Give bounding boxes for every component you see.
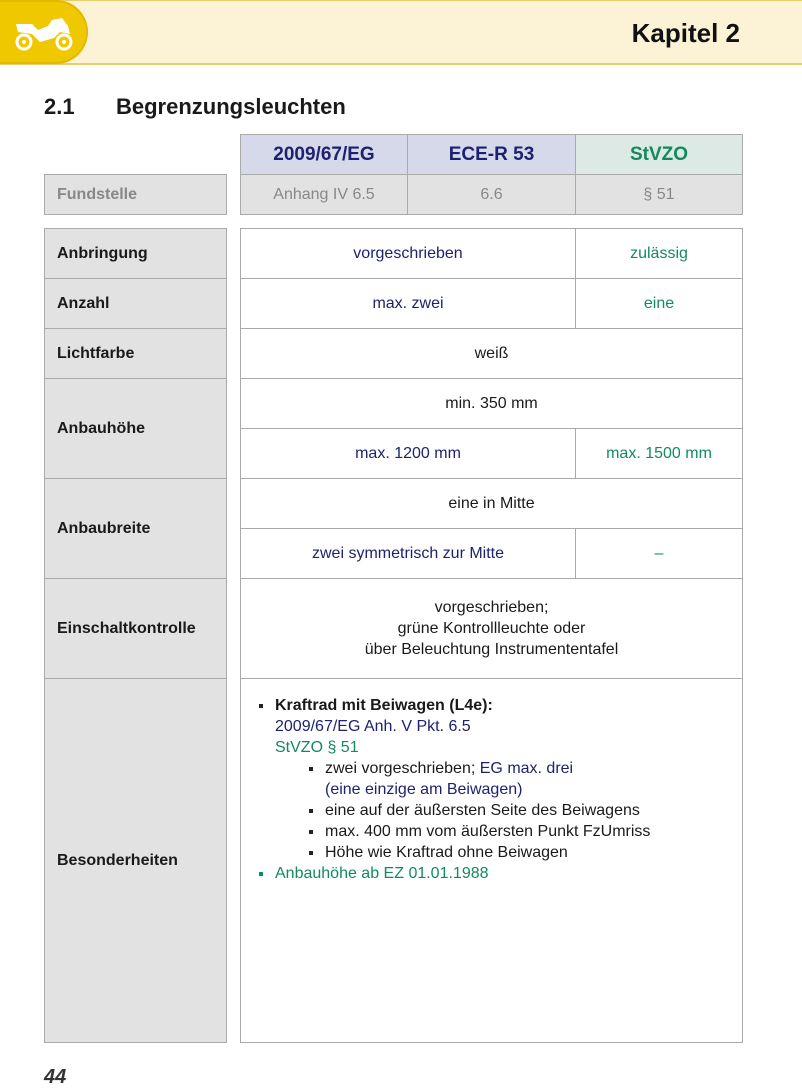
column-header-stvzo: StVZO xyxy=(575,134,743,175)
lichtfarbe-value: weiß xyxy=(240,328,743,379)
einschaltkontrolle-value: vorgeschrieben; grüne Kontrollleuchte od… xyxy=(240,578,743,679)
anbringung-stvzo: zulässig xyxy=(575,228,743,279)
section-title: 2.1 Begrenzungsleuchten xyxy=(44,94,346,120)
motorcycle-icon xyxy=(15,18,73,51)
text-eu: (eine einzige am Beiwagen) xyxy=(325,781,523,798)
text: zwei vorgeschrieben; xyxy=(325,760,480,777)
anbaubreite-all: eine in Mitte xyxy=(240,478,743,529)
anbaubreite-eu: zwei symmetrisch zur Mitte xyxy=(240,528,576,579)
column-header-ece: ECE-R 53 xyxy=(407,134,576,175)
fundstelle-ece: 6.6 xyxy=(407,174,576,215)
fundstelle-stvzo: § 51 xyxy=(575,174,743,215)
label-anbauhoehe: Anbauhöhe xyxy=(44,378,227,479)
list-item: zwei vorgeschrieben; EG max. drei xyxy=(259,758,742,779)
anbauhoehe-eu: max. 1200 mm xyxy=(240,428,576,479)
anzahl-eu: max. zwei xyxy=(240,278,576,329)
list-item: max. 400 mm vom äußersten Punkt FzUmriss xyxy=(259,821,742,842)
label-einschaltkontrolle: Einschaltkontrolle xyxy=(44,578,227,679)
column-header-eg: 2009/67/EG xyxy=(240,134,408,175)
section-number: 2.1 xyxy=(44,94,75,119)
text-line: vorgeschrieben; xyxy=(434,599,549,616)
chapter-title: Kapitel 2 xyxy=(631,18,740,48)
anbauhoehe-stvzo: max. 1500 mm xyxy=(575,428,743,479)
reference-eu: 2009/67/EG Anh. V Pkt. 6.5 xyxy=(275,718,471,735)
anbringung-eu: vorgeschrieben xyxy=(240,228,576,279)
section-heading: Begrenzungsleuchten xyxy=(116,94,346,119)
list-item: Kraftrad mit Beiwagen (L4e): xyxy=(259,695,742,716)
label-lichtfarbe: Lichtfarbe xyxy=(44,328,227,379)
chapter-header xyxy=(0,0,802,65)
text-line: grüne Kontrollleuchte oder xyxy=(397,620,586,637)
label-anzahl: Anzahl xyxy=(44,278,227,329)
anbauhoehe-min: min. 350 mm xyxy=(240,378,743,429)
text-line: über Beleuchtung Instrumententafel xyxy=(364,641,619,658)
chapter-tab xyxy=(0,0,88,64)
text-eu: EG max. drei xyxy=(479,760,574,777)
list-item: Höhe wie Kraftrad ohne Beiwagen xyxy=(259,842,742,863)
anzahl-stvzo: eine xyxy=(575,278,743,329)
fundstelle-label: Fundstelle xyxy=(44,174,227,215)
reference-stvzo: StVZO § 51 xyxy=(275,739,359,756)
label-anbringung: Anbringung xyxy=(44,228,227,279)
list-item: eine auf der äußersten Seite des Beiwage… xyxy=(259,800,742,821)
list-item: Anbauhöhe ab EZ 01.01.1988 xyxy=(259,863,742,884)
page-number: 44 xyxy=(44,1066,67,1088)
fundstelle-eg: Anhang IV 6.5 xyxy=(240,174,408,215)
item-heading: Kraftrad mit Beiwagen (L4e): xyxy=(275,697,493,714)
besonderheiten-content: Kraftrad mit Beiwagen (L4e): 2009/67/EG … xyxy=(240,678,743,1043)
label-anbaubreite: Anbaubreite xyxy=(44,478,227,579)
label-besonderheiten: Besonderheiten xyxy=(44,678,227,1043)
anbaubreite-stvzo: – xyxy=(575,528,743,579)
